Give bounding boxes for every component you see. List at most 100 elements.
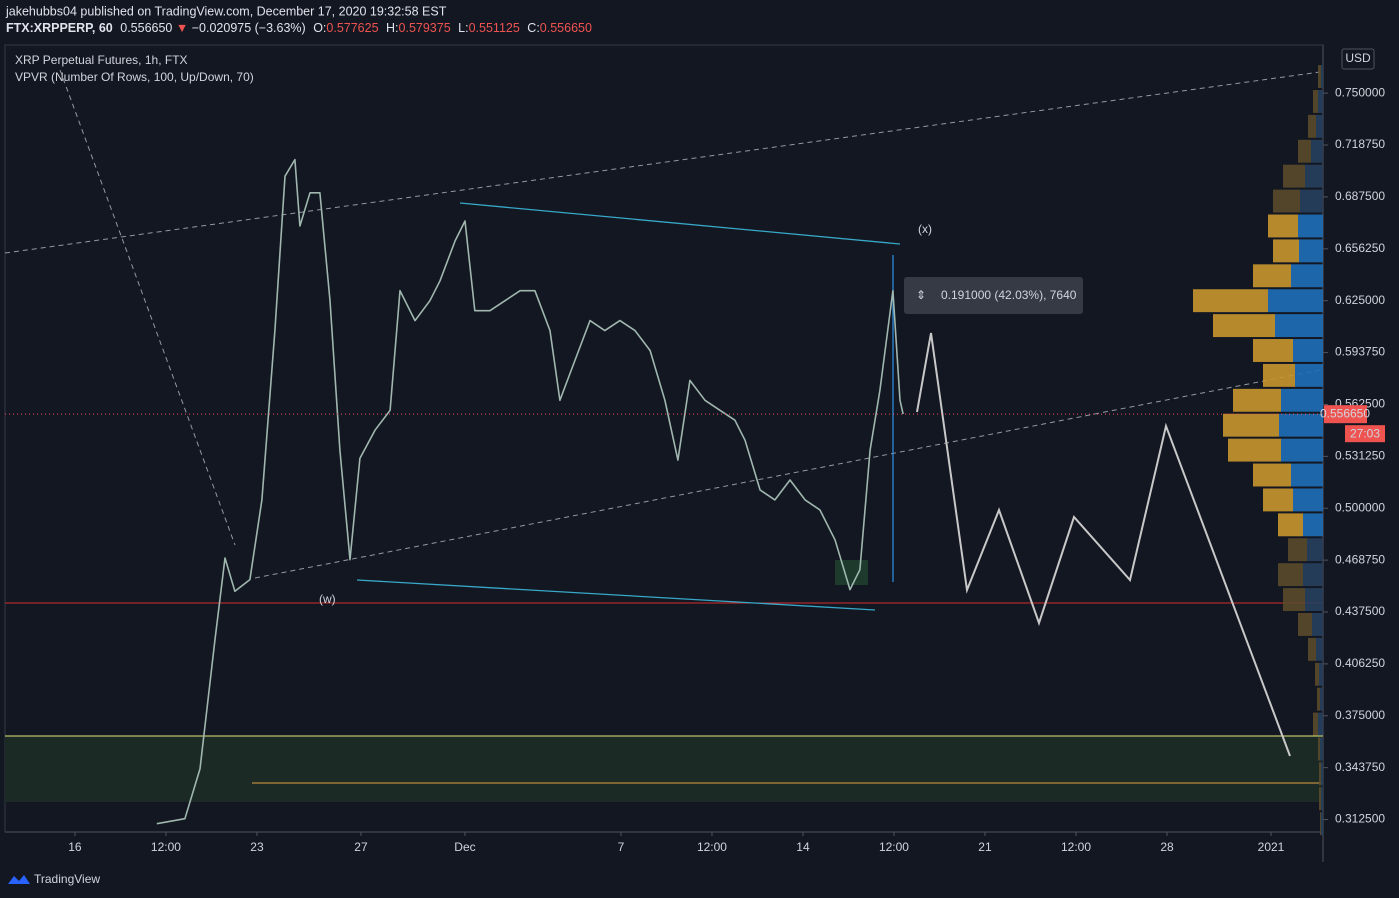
volume-down xyxy=(1313,712,1318,736)
volume-down xyxy=(1318,65,1321,88)
volume-down xyxy=(1253,339,1293,362)
volume-up xyxy=(1321,812,1323,836)
projection-path xyxy=(916,332,1291,757)
x-tick-label: 28 xyxy=(1160,840,1174,854)
h-label: H: xyxy=(386,21,399,35)
volume-up xyxy=(1305,588,1323,612)
x-tick-label: 12:00 xyxy=(879,840,909,854)
volume-up xyxy=(1321,762,1323,786)
volume-down xyxy=(1283,588,1305,612)
indicator-label: VPVR (Number Of Rows, 100, Up/Down, 70) xyxy=(15,70,254,84)
plot-area xyxy=(4,44,1324,833)
change: −0.020975 (−3.63%) xyxy=(192,21,306,35)
brand: TradingView xyxy=(34,872,100,886)
x-tick-label: 12:00 xyxy=(1061,840,1091,854)
volume-up xyxy=(1303,513,1323,537)
volume-up xyxy=(1311,139,1323,163)
x-tick-label: 12:00 xyxy=(697,840,727,854)
volume-up xyxy=(1316,637,1323,661)
x-tick-label: 21 xyxy=(978,840,992,854)
symbol: FTX:XRPPERP, 60 xyxy=(6,21,113,35)
zone xyxy=(5,736,1323,802)
volume-down xyxy=(1273,239,1299,263)
o-label: O: xyxy=(313,21,326,35)
y-tick-label: 0.750000 xyxy=(1335,85,1385,99)
open: 0.577625 xyxy=(326,21,378,35)
volume-down xyxy=(1253,264,1291,288)
measure-box xyxy=(904,277,1083,314)
x-tick-label: 27 xyxy=(354,840,368,854)
x-tick-label: 2021 xyxy=(1258,840,1285,854)
y-tick-label: 0.500000 xyxy=(1335,500,1385,514)
price-line xyxy=(156,158,904,825)
volume-down xyxy=(1228,438,1281,462)
volume-down xyxy=(1315,662,1319,686)
volume-up xyxy=(1295,363,1323,387)
volume-down xyxy=(1233,388,1281,412)
volume-down xyxy=(1319,762,1321,786)
y-tick-label: 0.531250 xyxy=(1335,449,1385,463)
last-price-box xyxy=(1324,405,1367,424)
logo xyxy=(8,875,30,884)
y-tick-label: 0.656250 xyxy=(1335,241,1385,255)
drawings xyxy=(4,65,1323,836)
volume-down xyxy=(1320,812,1321,836)
x-tick-label: Dec xyxy=(454,840,475,854)
down-arrow: ▼ xyxy=(176,21,188,35)
volume-up xyxy=(1281,438,1323,462)
volume-down xyxy=(1308,114,1316,138)
low: 0.551125 xyxy=(469,21,520,35)
volume-down xyxy=(1213,314,1275,338)
volume-down xyxy=(1317,687,1320,711)
symbol-line: FTX:XRPPERP, 60 0.556650 ▼ −0.020975 (−3… xyxy=(6,21,592,35)
volume-up xyxy=(1298,214,1323,238)
volume-down xyxy=(1263,363,1295,387)
currency: USD xyxy=(1345,51,1371,65)
volume-up xyxy=(1268,289,1323,313)
channel-line xyxy=(254,369,1321,579)
y-tick-label: 0.343750 xyxy=(1335,760,1385,774)
x-tick-label: 12:00 xyxy=(151,840,181,854)
volume-up xyxy=(1316,114,1323,138)
wave-label: (w) xyxy=(319,592,336,606)
measure-icon: ⇕ xyxy=(916,288,926,302)
countdown: 27:03 xyxy=(1350,426,1380,440)
x-tick-label: 14 xyxy=(796,840,810,854)
volume-down xyxy=(1273,189,1300,213)
countdown-box xyxy=(1345,425,1385,443)
volume-up xyxy=(1319,662,1323,686)
volume-up xyxy=(1307,538,1323,562)
currency-box[interactable] xyxy=(1341,48,1375,70)
volume-up xyxy=(1281,388,1323,412)
volume-up xyxy=(1291,264,1323,288)
volume-down xyxy=(1223,413,1279,437)
y-tick-label: 0.375000 xyxy=(1335,708,1385,722)
volume-up xyxy=(1303,563,1323,587)
volume-up xyxy=(1293,339,1323,362)
l-label: L: xyxy=(458,21,468,35)
c-label: C: xyxy=(527,21,540,35)
volume-up xyxy=(1321,65,1323,88)
wave-label: (x) xyxy=(918,222,932,236)
volume-down xyxy=(1253,463,1291,487)
high: 0.579375 xyxy=(399,21,451,35)
y-tick-label: 0.437500 xyxy=(1335,604,1385,618)
y-tick-label: 0.312500 xyxy=(1335,812,1385,826)
author-line: jakehubbs04 published on TradingView.com… xyxy=(5,4,447,18)
volume-up xyxy=(1299,239,1323,263)
volume-down xyxy=(1278,513,1303,537)
x-tick-label: 23 xyxy=(250,840,264,854)
x-tick-label: 7 xyxy=(618,840,625,854)
volume-up xyxy=(1320,687,1323,711)
chart-title: XRP Perpetual Futures, 1h, FTX xyxy=(15,53,188,67)
last: 0.556650 xyxy=(120,21,172,35)
volume-up xyxy=(1320,737,1323,761)
y-tick-label: 0.406250 xyxy=(1335,656,1385,670)
volume-up xyxy=(1305,164,1323,188)
highlight-box xyxy=(835,560,868,585)
volume-up xyxy=(1279,413,1323,437)
volume-down xyxy=(1263,488,1293,512)
volume-up xyxy=(1318,712,1323,736)
volume-down xyxy=(1308,637,1316,661)
